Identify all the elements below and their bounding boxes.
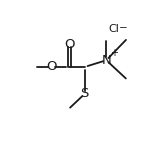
Text: S: S [80, 87, 89, 100]
Text: N: N [101, 54, 111, 67]
Text: O: O [64, 38, 74, 51]
Text: +: + [110, 48, 118, 59]
Text: −: − [119, 23, 128, 33]
Text: Cl: Cl [109, 24, 119, 34]
Text: O: O [46, 60, 57, 73]
